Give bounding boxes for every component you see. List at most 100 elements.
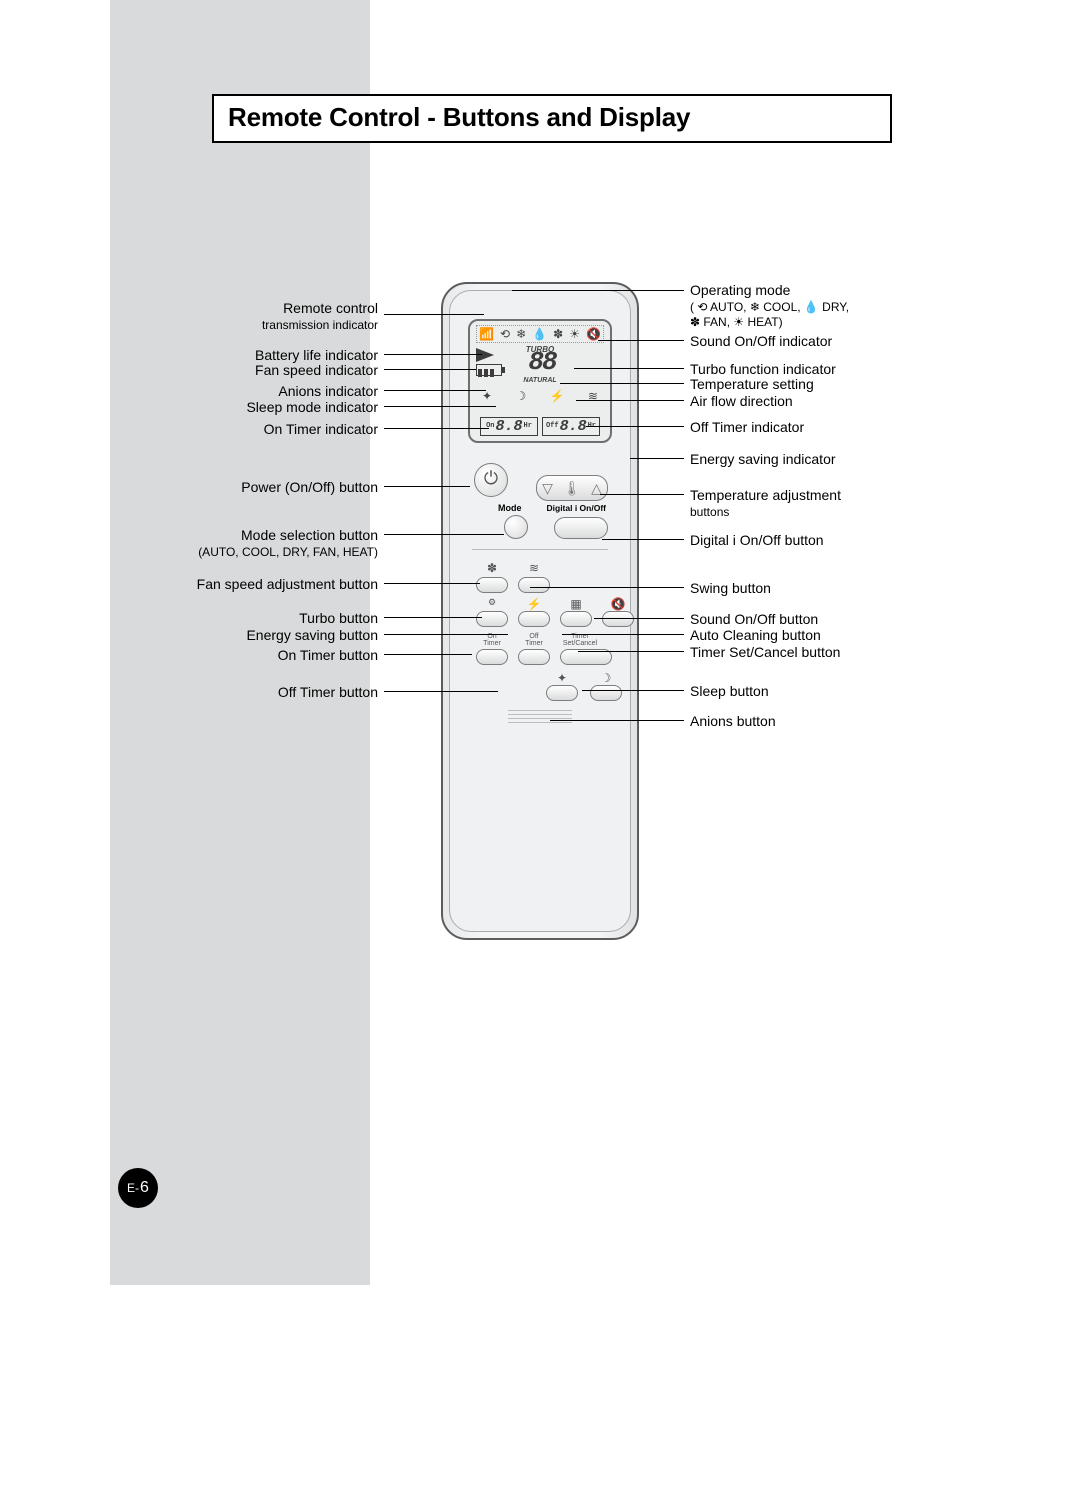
- transmit-icon: 📶: [479, 327, 494, 341]
- callout-left: Off Timer button: [118, 684, 378, 702]
- remote-lcd: 📶 ⟲ ❄ 💧 ✽ ☀ 🔇 TURBO 88 NATURAL ✦ ☽: [468, 319, 612, 443]
- callout-text: Mode selection button: [118, 527, 378, 545]
- leader-line: [582, 690, 684, 691]
- turbo-icon-btn: ⚙: [476, 597, 508, 608]
- digital-onoff-button[interactable]: [554, 517, 608, 539]
- callout-right: Auto Cleaning button: [690, 627, 990, 645]
- sound-icon: 🔇: [586, 327, 601, 341]
- leader-line: [600, 494, 684, 495]
- callout-text: Energy saving button: [118, 627, 378, 645]
- fan-speed-button[interactable]: [476, 577, 508, 593]
- leader-line: [578, 651, 684, 652]
- cool-mode-icon: ❄: [516, 327, 526, 341]
- sound-onoff-button[interactable]: [602, 611, 634, 627]
- sleep-icon-btn: ☽: [590, 671, 622, 685]
- leader-line: [384, 354, 482, 355]
- callout-text: Sound On/Off button: [690, 611, 990, 629]
- leader-line: [384, 369, 476, 370]
- sound-icon-btn: 🔇: [602, 597, 634, 611]
- callout-text: Sleep button: [690, 683, 990, 701]
- leader-line: [586, 426, 684, 427]
- digital-label: Digital i On/Off: [547, 503, 607, 513]
- callout-subtext: (AUTO, COOL, DRY, FAN, HEAT): [118, 545, 378, 560]
- anions-icon: ✦: [482, 389, 492, 403]
- mode-button[interactable]: [504, 515, 528, 539]
- sleep-button[interactable]: [590, 685, 622, 701]
- callout-text: Energy saving indicator: [690, 451, 990, 469]
- callout-left: On Timer indicator: [118, 421, 378, 439]
- swing-button[interactable]: [518, 577, 550, 593]
- energy-icon-btn: ⚡: [518, 597, 550, 611]
- leader-line: [574, 368, 684, 369]
- callout-text: Turbo button: [118, 610, 378, 628]
- auto-cleaning-button[interactable]: [560, 611, 592, 627]
- leader-line: [576, 400, 684, 401]
- leader-line: [530, 587, 684, 588]
- callout-left: Fan speed indicator: [118, 362, 378, 380]
- callout-text: On Timer button: [118, 647, 378, 665]
- on-timer-button[interactable]: [476, 649, 508, 665]
- callout-text: Temperature setting: [690, 376, 990, 394]
- callout-text: Timer Set/Cancel button: [690, 644, 990, 662]
- leader-line: [562, 634, 684, 635]
- callout-right: Operating mode( ⟲ AUTO, ❄ COOL, 💧 DRY, ✽…: [690, 282, 990, 330]
- leader-line: [594, 618, 684, 619]
- off-timer-label: Off Timer: [518, 633, 550, 647]
- callout-left: Anions indicator: [118, 383, 378, 401]
- leader-line: [560, 383, 684, 384]
- callout-left: Turbo button: [118, 610, 378, 628]
- callout-text: Anions indicator: [118, 383, 378, 401]
- leader-line: [512, 290, 684, 291]
- callout-left: Mode selection button(AUTO, COOL, DRY, F…: [118, 527, 378, 560]
- leader-line: [384, 617, 482, 618]
- callout-right: Sound On/Off indicator: [690, 333, 990, 351]
- callout-left: Energy saving button: [118, 627, 378, 645]
- callout-text: Remote control: [118, 300, 378, 318]
- page-title: Remote Control - Buttons and Display: [228, 102, 876, 133]
- callout-text: Operating mode: [690, 282, 990, 300]
- page-number-badge: E-6: [118, 1168, 158, 1208]
- callout-text: Power (On/Off) button: [118, 479, 378, 497]
- battery-icon: [476, 364, 502, 376]
- leader-line: [384, 654, 472, 655]
- callout-text: On Timer indicator: [118, 421, 378, 439]
- energy-saving-icon: ⚡: [550, 389, 565, 403]
- lcd-timer-row: On8.8Hr Off8.8Hr: [478, 415, 602, 437]
- leader-line: [550, 720, 684, 721]
- callout-text: Fan speed adjustment button: [118, 576, 378, 594]
- callout-left: Power (On/Off) button: [118, 479, 378, 497]
- callout-right: Swing button: [690, 580, 990, 598]
- callout-right: Sleep button: [690, 683, 990, 701]
- leader-line: [384, 390, 486, 391]
- turbo-button[interactable]: [476, 611, 508, 627]
- auto-mode-icon: ⟲: [500, 327, 510, 341]
- callout-right: Air flow direction: [690, 393, 990, 411]
- sleep-icon: ☽: [515, 389, 526, 403]
- leader-line: [384, 634, 508, 635]
- callout-right: Anions button: [690, 713, 990, 731]
- leader-line: [384, 314, 484, 315]
- remote-illustration: 📶 ⟲ ❄ 💧 ✽ ☀ 🔇 TURBO 88 NATURAL ✦ ☽: [441, 282, 639, 940]
- leader-line: [384, 406, 496, 407]
- thermometer-icon: 🌡: [563, 480, 581, 497]
- off-timer-button[interactable]: [518, 649, 550, 665]
- page-prefix: E-: [127, 1181, 139, 1195]
- lcd-mode-icons-row: 📶 ⟲ ❄ 💧 ✽ ☀ 🔇: [476, 325, 604, 343]
- autoclean-icon-btn: ▦: [560, 597, 592, 611]
- set-cancel-label: Timer Set/Cancel: [560, 633, 600, 647]
- anions-button[interactable]: [546, 685, 578, 701]
- swing-icon-btn: ≋: [518, 561, 550, 575]
- button-area-divider: [472, 549, 608, 550]
- leader-line: [598, 340, 684, 341]
- callout-text: Fan speed indicator: [118, 362, 378, 380]
- temperature-adjust-buttons[interactable]: ▽ 🌡 △: [536, 475, 608, 501]
- page-title-box: Remote Control - Buttons and Display: [212, 94, 892, 143]
- callout-left: Sleep mode indicator: [118, 399, 378, 417]
- leader-line: [602, 539, 684, 540]
- leader-line: [384, 428, 489, 429]
- energy-saving-button[interactable]: [518, 611, 550, 627]
- page-number: 6: [140, 1179, 149, 1197]
- callout-text: Swing button: [690, 580, 990, 598]
- leader-line: [384, 534, 504, 535]
- power-button[interactable]: [474, 463, 508, 497]
